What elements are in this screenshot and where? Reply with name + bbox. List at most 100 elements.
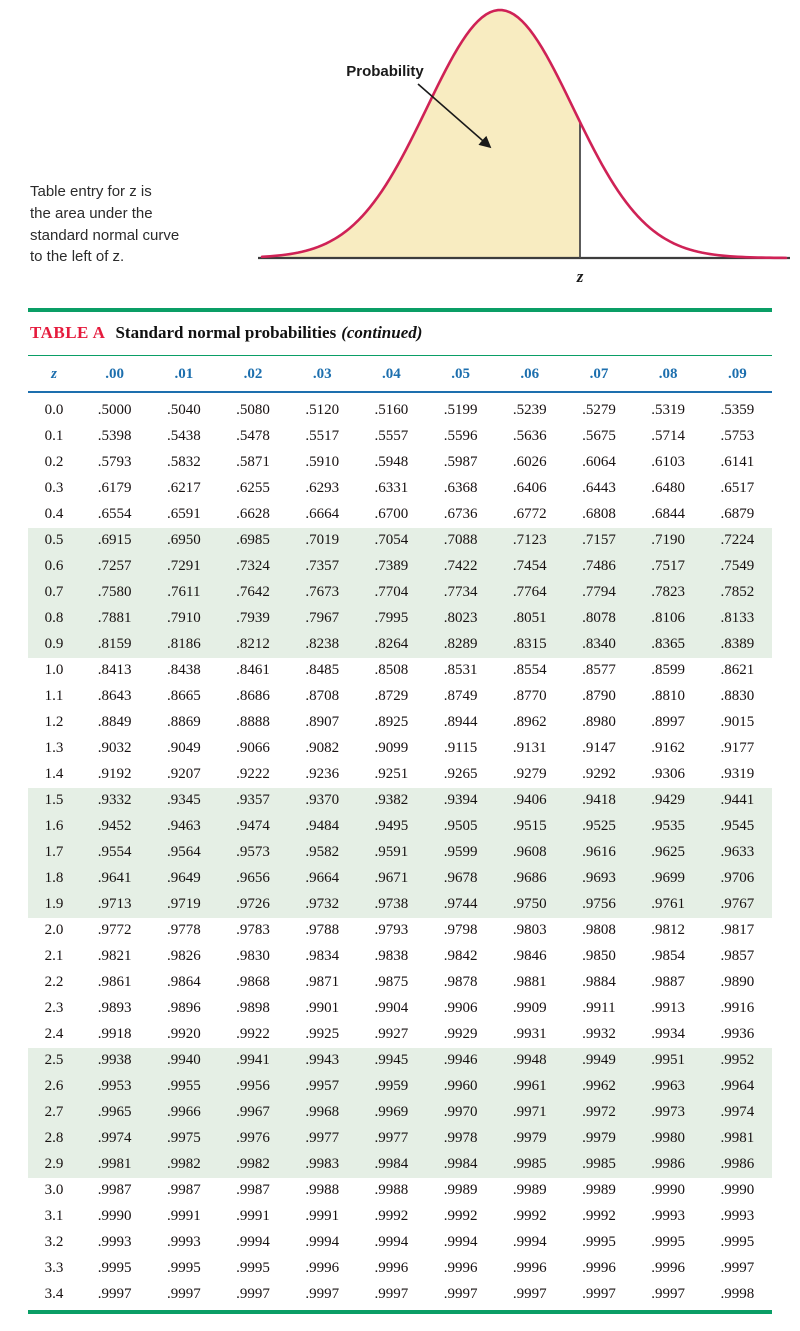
table-row: 2.4 .9918 .9920 .9922 .9925 .9927 .9929 .9931 .9… <box>28 1022 772 1048</box>
table-row: 3.3 .9995 .9995 .9995 .9996 .9996 .9996 .9996 .9… <box>28 1256 772 1282</box>
probability-cell: .6700 <box>374 506 409 522</box>
probability-cell: .8729 <box>374 688 409 704</box>
probability-cell: .9706 <box>720 870 755 886</box>
probability-cell: .7019 <box>305 532 340 548</box>
probability-cell: .8810 <box>651 688 686 704</box>
probability-cell: .9991 <box>236 1208 270 1224</box>
probability-cell: .8289 <box>443 636 478 652</box>
probability-cell: .9952 <box>720 1052 755 1068</box>
probability-cell: .9306 <box>651 766 686 782</box>
probability-cell: .9896 <box>166 1000 201 1016</box>
table-title-continued: (continued) <box>341 323 423 342</box>
probability-cell: .9990 <box>651 1182 686 1198</box>
probability-cell: .9997 <box>236 1286 270 1302</box>
probability-cell: .9699 <box>651 870 686 886</box>
probability-cell: .9656 <box>236 870 270 886</box>
probability-cell: .7549 <box>720 558 755 574</box>
probability-cell: .9980 <box>651 1130 686 1146</box>
probability-cell: .9918 <box>97 1026 132 1042</box>
table-row: 1.8 .9641 .9649 .9656 .9664 .9671 .9678 .9686 .9… <box>28 865 772 892</box>
probability-cell: .9474 <box>236 818 270 834</box>
probability-cell: .9854 <box>651 948 686 964</box>
probability-cell: .5753 <box>720 428 755 444</box>
probability-cell: .9761 <box>651 896 686 912</box>
probability-cell: .5714 <box>651 428 686 444</box>
probability-cell: .9599 <box>443 844 478 860</box>
z-value-cell: 1.9 <box>44 896 64 912</box>
probability-cell: .5987 <box>443 454 478 470</box>
probability-cell: .9893 <box>97 1000 132 1016</box>
probability-cell: .9951 <box>651 1052 686 1068</box>
probability-cell: .9984 <box>443 1156 478 1172</box>
table-title-main: Standard normal probabilities <box>115 323 337 342</box>
probability-cell: .8962 <box>512 714 547 730</box>
bottom-rule <box>28 1309 772 1314</box>
probability-cell: .9641 <box>97 870 132 886</box>
probability-cell: .6628 <box>236 506 270 522</box>
table-row: 0.2 .5793 .5832 .5871 .5910 .5948 .5987 .6026 .6… <box>28 450 772 476</box>
probability-cell: .9441 <box>720 792 755 808</box>
probability-cell: .9875 <box>374 974 409 990</box>
probability-cell: .9394 <box>443 792 478 808</box>
probability-cell: .9812 <box>651 922 686 938</box>
probability-cell: .8264 <box>374 636 409 652</box>
table-row: 2.5 .9938 .9940 .9941 .9943 .9945 .9946 .9948 .9… <box>28 1047 772 1074</box>
probability-cell: .9911 <box>582 1000 616 1016</box>
probability-cell: .8133 <box>720 610 755 626</box>
column-header: .00 <box>80 356 150 393</box>
probability-cell: .8106 <box>651 610 686 626</box>
z-value-cell: 2.8 <box>44 1130 64 1146</box>
probability-cell: .9535 <box>651 818 686 834</box>
probability-cell: .9564 <box>166 844 201 860</box>
probability-cell: .9719 <box>166 896 201 912</box>
probability-cell: .9925 <box>305 1026 340 1042</box>
probability-cell: .8577 <box>582 662 616 678</box>
probability-cell: .9991 <box>305 1208 340 1224</box>
probability-cell: .9989 <box>512 1182 547 1198</box>
probability-cell: .9932 <box>582 1026 616 1042</box>
normal-curve-figure: Table entry for z is the area under the … <box>0 0 800 308</box>
probability-label: Probability <box>346 63 424 80</box>
probability-cell: .9994 <box>374 1234 409 1250</box>
z-value-cell: 3.3 <box>44 1260 64 1276</box>
z-value-cell: 0.9 <box>44 636 64 652</box>
z-value-cell: 0.2 <box>44 454 64 470</box>
title-divider-rule <box>28 355 772 356</box>
probability-cell: .9995 <box>97 1260 132 1276</box>
probability-cell: .6293 <box>305 480 340 496</box>
probability-cell: .9573 <box>236 844 270 860</box>
probability-cell: .9996 <box>305 1260 340 1276</box>
z-value-cell: 1.4 <box>44 766 64 782</box>
probability-cell: .7123 <box>512 532 547 548</box>
probability-cell: .9625 <box>651 844 686 860</box>
table-row: 0.6 .7257 .7291 .7324 .7357 .7389 .7422 .7454 .7… <box>28 553 772 580</box>
probability-cell: .9808 <box>582 922 616 938</box>
normal-curve-svg: Probability z <box>258 8 790 286</box>
probability-cell: .9429 <box>651 792 686 808</box>
probability-cell: .8665 <box>166 688 201 704</box>
probability-cell: .9713 <box>97 896 132 912</box>
probability-cell: .9834 <box>305 948 340 964</box>
probability-cell: .7454 <box>512 558 547 574</box>
table-row: 0.5 .6915 .6950 .6985 .7019 .7054 .7088 .7123 .7… <box>28 527 772 554</box>
table-row: 2.8 .9974 .9975 .9976 .9977 .9977 .9978 .9979 .9… <box>28 1125 772 1152</box>
probability-cell: .9993 <box>720 1208 755 1224</box>
probability-cell: .9861 <box>97 974 132 990</box>
probability-cell: .5000 <box>97 402 132 418</box>
column-header: .08 <box>633 356 703 393</box>
probability-cell: .9788 <box>305 922 340 938</box>
probability-cell: .9767 <box>720 896 755 912</box>
probability-cell: .9906 <box>443 1000 478 1016</box>
probability-cell: .9783 <box>236 922 270 938</box>
probability-cell: .9821 <box>97 948 132 964</box>
probability-cell: .9927 <box>374 1026 409 1042</box>
probability-cell: .9582 <box>305 844 340 860</box>
probability-cell: .9803 <box>512 922 547 938</box>
table-row: 0.1 .5398 .5438 .5478 .5517 .5557 .5596 .5636 .5… <box>28 424 772 450</box>
table-row: 0.3 .6179 .6217 .6255 .6293 .6331 .6368 .6406 .6… <box>28 476 772 502</box>
probability-cell: .9525 <box>582 818 616 834</box>
probability-cell: .8051 <box>512 610 547 626</box>
probability-cell: .9962 <box>582 1078 616 1094</box>
probability-cell: .6406 <box>512 480 547 496</box>
probability-cell: .8238 <box>305 636 340 652</box>
